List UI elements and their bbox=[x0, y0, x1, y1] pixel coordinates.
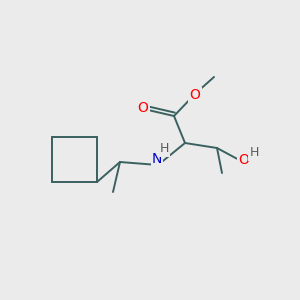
Text: H: H bbox=[159, 142, 169, 155]
Text: H: H bbox=[249, 146, 259, 160]
Text: O: O bbox=[238, 153, 249, 167]
Text: O: O bbox=[138, 101, 148, 115]
Text: O: O bbox=[190, 88, 200, 102]
Text: N: N bbox=[152, 152, 162, 166]
